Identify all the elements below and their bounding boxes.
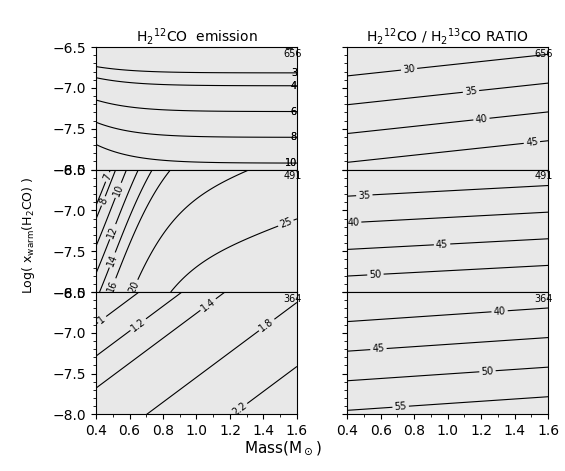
Text: 14: 14 (106, 252, 119, 268)
Text: 45: 45 (525, 137, 538, 148)
Text: 45: 45 (372, 344, 385, 355)
Text: 10: 10 (111, 183, 125, 198)
Text: 40: 40 (493, 306, 506, 317)
Title: H$_2$$^{12}$CO  emission: H$_2$$^{12}$CO emission (136, 26, 258, 47)
Text: 35: 35 (358, 190, 371, 201)
Text: 656: 656 (534, 49, 553, 59)
Text: Mass(M$_\odot$): Mass(M$_\odot$) (244, 439, 321, 457)
Text: 8: 8 (291, 132, 297, 142)
Text: 6: 6 (291, 106, 297, 116)
Text: 8: 8 (98, 196, 109, 206)
Text: 30: 30 (402, 64, 416, 75)
Text: 4: 4 (291, 81, 297, 91)
Text: 50: 50 (369, 269, 382, 280)
Text: 7: 7 (102, 172, 114, 182)
Text: 491: 491 (534, 171, 553, 181)
Text: Log( x$_{\rm warm}$(H$_2$CO) ): Log( x$_{\rm warm}$(H$_2$CO) ) (20, 177, 37, 294)
Text: 1.4: 1.4 (199, 296, 217, 313)
Text: 16: 16 (106, 278, 120, 293)
Text: 55: 55 (394, 401, 407, 412)
Text: 1.8: 1.8 (258, 317, 276, 333)
Text: 40: 40 (475, 114, 488, 125)
Text: 1.2: 1.2 (129, 316, 147, 333)
Text: 3: 3 (291, 68, 297, 78)
Text: 35: 35 (464, 86, 477, 97)
Text: 50: 50 (481, 366, 494, 377)
Text: 364: 364 (284, 293, 302, 304)
Text: 491: 491 (284, 171, 302, 181)
Text: 6: 6 (291, 106, 297, 116)
Text: 1: 1 (97, 314, 107, 325)
Text: 4: 4 (291, 81, 297, 91)
Text: 10: 10 (285, 158, 297, 168)
Text: 364: 364 (534, 293, 553, 304)
Text: 10: 10 (285, 158, 297, 168)
Text: 25: 25 (278, 216, 293, 230)
Text: 3: 3 (291, 68, 297, 78)
Text: 8: 8 (291, 132, 297, 142)
Text: 40: 40 (347, 217, 359, 228)
Title: H$_2$$^{12}$CO / H$_2$$^{13}$CO RATIO: H$_2$$^{12}$CO / H$_2$$^{13}$CO RATIO (366, 26, 529, 47)
Text: 20: 20 (127, 279, 141, 295)
Text: 656: 656 (284, 49, 302, 59)
Text: 2.2: 2.2 (230, 401, 249, 418)
Text: 12: 12 (106, 224, 120, 239)
Text: 45: 45 (436, 239, 449, 250)
